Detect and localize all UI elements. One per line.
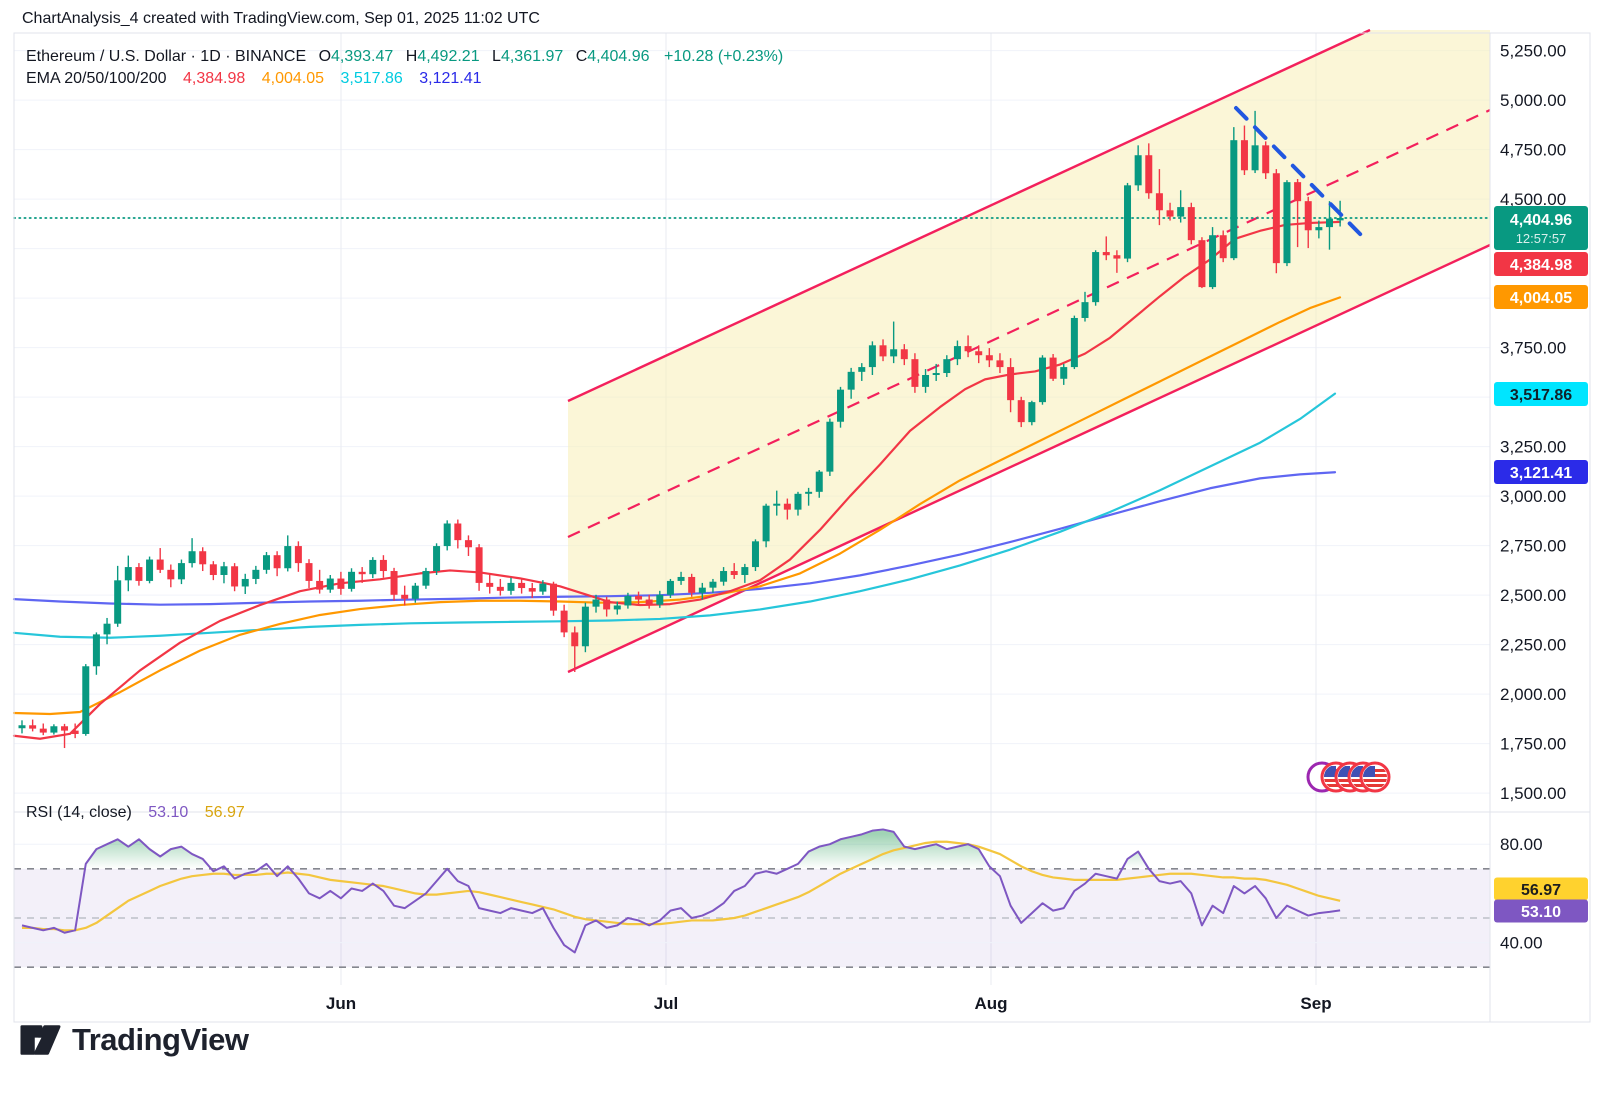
chart-frame bbox=[13, 32, 1591, 1023]
exchange-label: BINANCE bbox=[234, 48, 307, 65]
ema20-value: 4,384.98 bbox=[183, 70, 246, 87]
legend-separator: · bbox=[190, 48, 196, 65]
open-letter: O bbox=[318, 48, 332, 65]
ema50-line[interactable] bbox=[12, 296, 1342, 716]
svg-text:1,750.00: 1,750.00 bbox=[1500, 735, 1566, 754]
svg-text:Sep: Sep bbox=[1300, 994, 1331, 1013]
rsi-ma-value: 56.97 bbox=[204, 804, 245, 821]
high-value: 4,492.21 bbox=[417, 48, 480, 65]
ema200-line[interactable] bbox=[12, 471, 1337, 606]
date-axis[interactable]: Jun Jul Aug Sep bbox=[326, 994, 1332, 1013]
price-badge: 56.97 bbox=[1494, 877, 1588, 901]
rsi-line bbox=[21, 828, 1341, 954]
economic-event-markers[interactable] bbox=[1306, 761, 1391, 793]
symbol-name: Ethereum / U.S. Dollar bbox=[26, 48, 187, 65]
close-letter: C bbox=[575, 48, 588, 65]
tradingview-wordmark: TradingView bbox=[72, 1022, 249, 1057]
svg-text:Aug: Aug bbox=[974, 994, 1007, 1013]
price-badge: 3,517.86 bbox=[1494, 382, 1588, 406]
svg-text:3,121.41: 3,121.41 bbox=[1510, 465, 1572, 482]
price-badge: 53.10 bbox=[1494, 899, 1588, 923]
ema50-value: 4,004.05 bbox=[261, 70, 325, 87]
svg-text:4,004.05: 4,004.05 bbox=[1510, 290, 1572, 307]
svg-text:2,250.00: 2,250.00 bbox=[1500, 636, 1566, 655]
change-value: +10.28 (+0.23%) bbox=[663, 48, 784, 65]
low-value: 4,361.97 bbox=[500, 48, 564, 65]
svg-text:2,000.00: 2,000.00 bbox=[1500, 685, 1566, 704]
price-badge: 3,121.41 bbox=[1494, 460, 1588, 484]
svg-text:Jun: Jun bbox=[326, 994, 356, 1013]
svg-text:4,500.00: 4,500.00 bbox=[1500, 190, 1566, 209]
snapshot-title: ChartAnalysis_4 created with TradingView… bbox=[22, 10, 540, 27]
price-badge: 4,404.96 12:57:57 bbox=[1494, 206, 1588, 250]
close-value: 4,404.96 bbox=[587, 48, 650, 65]
svg-text:3,517.86: 3,517.86 bbox=[1510, 387, 1572, 404]
svg-text:4,750.00: 4,750.00 bbox=[1500, 141, 1566, 160]
us-flag-icon bbox=[1363, 765, 1387, 789]
ema100-line[interactable] bbox=[12, 392, 1337, 639]
price-badge: 4,004.05 bbox=[1494, 285, 1588, 309]
svg-text:53.10: 53.10 bbox=[1521, 904, 1561, 921]
ema20-line[interactable] bbox=[12, 220, 1342, 740]
svg-text:3,000.00: 3,000.00 bbox=[1500, 487, 1566, 506]
ema-label: EMA 20/50/100/200 bbox=[26, 70, 167, 87]
price-axis[interactable]: 5,250.00 5,000.00 4,750.00 4,500.00 3,750.00… bbox=[1494, 42, 1588, 953]
svg-text:80.00: 80.00 bbox=[1500, 835, 1543, 854]
rsi-value: 53.10 bbox=[148, 804, 189, 821]
tradingview-watermark: TradingView bbox=[18, 1020, 249, 1060]
high-letter: H bbox=[405, 48, 418, 65]
open-value: 4,393.47 bbox=[331, 48, 394, 65]
rsi-legend[interactable]: RSI (14, close) 53.10 56.97 bbox=[26, 804, 245, 822]
tradingview-logo-icon bbox=[20, 1025, 61, 1055]
interval-label: 1D bbox=[200, 48, 221, 65]
svg-text:4,404.96: 4,404.96 bbox=[1510, 212, 1572, 229]
svg-text:56.97: 56.97 bbox=[1521, 882, 1561, 899]
parallel-channel[interactable] bbox=[567, 28, 1491, 674]
symbol-legend[interactable]: Ethereum / U.S. Dollar · 1D · BINANCE O4… bbox=[26, 48, 783, 66]
svg-text:5,000.00: 5,000.00 bbox=[1500, 91, 1566, 110]
svg-text:Jul: Jul bbox=[654, 994, 679, 1013]
svg-text:2,750.00: 2,750.00 bbox=[1500, 537, 1566, 556]
svg-text:40.00: 40.00 bbox=[1500, 934, 1543, 953]
blue-trendline[interactable] bbox=[1234, 106, 1366, 240]
svg-text:3,250.00: 3,250.00 bbox=[1500, 438, 1566, 457]
ema200-value: 3,121.41 bbox=[419, 70, 482, 87]
candles bbox=[18, 110, 1344, 749]
svg-text:4,384.98: 4,384.98 bbox=[1510, 257, 1572, 274]
svg-text:12:57:57: 12:57:57 bbox=[1516, 231, 1567, 246]
svg-text:5,250.00: 5,250.00 bbox=[1500, 42, 1566, 61]
svg-text:2,500.00: 2,500.00 bbox=[1500, 586, 1566, 605]
ema100-value: 3,517.86 bbox=[340, 70, 403, 87]
low-letter: L bbox=[492, 48, 501, 65]
ema-legend[interactable]: EMA 20/50/100/200 4,384.98 4,004.05 3,51… bbox=[26, 70, 482, 88]
svg-text:1,500.00: 1,500.00 bbox=[1500, 784, 1566, 803]
rsi-label: RSI (14, close) bbox=[26, 804, 132, 821]
rsi-pane[interactable] bbox=[14, 828, 1490, 969]
legend-separator: · bbox=[225, 48, 231, 65]
price-badge: 4,384.98 bbox=[1494, 252, 1588, 276]
svg-text:3,750.00: 3,750.00 bbox=[1500, 339, 1566, 358]
